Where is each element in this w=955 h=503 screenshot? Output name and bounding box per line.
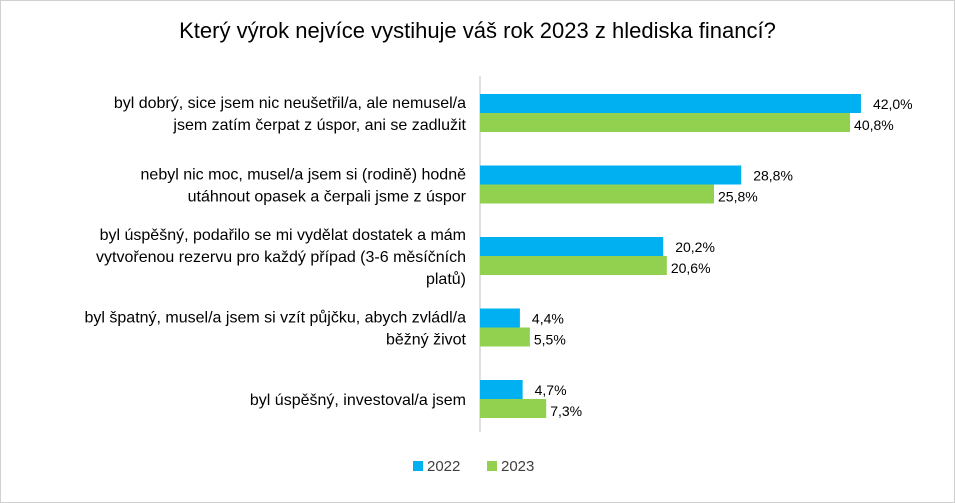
bar-2023 <box>480 256 667 275</box>
legend-label: 2023 <box>501 458 534 475</box>
category-label: byl špatný, musel/a jsem si vzít půjčku,… <box>85 309 467 327</box>
category-label: platů) <box>426 270 466 288</box>
bar-2023 <box>480 113 851 132</box>
bar-2022 <box>480 380 523 399</box>
bar-2022 <box>480 165 742 185</box>
category-label: běžný život <box>386 332 467 349</box>
category-label: jsem zatím čerpat z úspor, ani se zadluž… <box>172 117 466 134</box>
data-label: 4,4% <box>532 311 564 327</box>
category-label: vytvořenou rezervu pro každý případ (3-6… <box>96 249 466 266</box>
data-label: 28,8% <box>753 168 793 184</box>
data-label: 5,5% <box>534 332 566 348</box>
chart-title: Který výrok nejvíce vystihuje váš rok 20… <box>179 18 776 43</box>
data-label: 7,3% <box>550 403 582 419</box>
bar-2022 <box>480 308 520 328</box>
bar-2022 <box>480 94 861 113</box>
data-label: 4,7% <box>535 382 567 398</box>
bar-2023 <box>480 184 715 204</box>
data-label: 25,8% <box>718 189 758 205</box>
legend-swatch <box>487 461 497 471</box>
category-label: byl dobrý, sice jsem nic neušetřil/a, al… <box>114 95 466 112</box>
category-label: byl úspěšný, investoval/a jsem <box>250 392 466 409</box>
category-label: nebyl nic moc, musel/a jsem si (rodině) … <box>141 167 467 184</box>
data-label: 20,6% <box>671 260 711 276</box>
category-label: byl úspěšný, podařilo se mi vydělat dost… <box>100 227 466 244</box>
data-label: 20,2% <box>675 239 715 255</box>
bar-2022 <box>480 237 664 256</box>
legend-label: 2022 <box>427 458 460 475</box>
legend-swatch <box>413 461 423 471</box>
data-label: 42,0% <box>873 96 913 112</box>
data-label: 40,8% <box>854 117 894 133</box>
bar-2023 <box>480 399 547 418</box>
category-label: utáhnout opasek a čerpali jsme z úspor <box>188 189 467 206</box>
bar-2023 <box>480 327 530 347</box>
